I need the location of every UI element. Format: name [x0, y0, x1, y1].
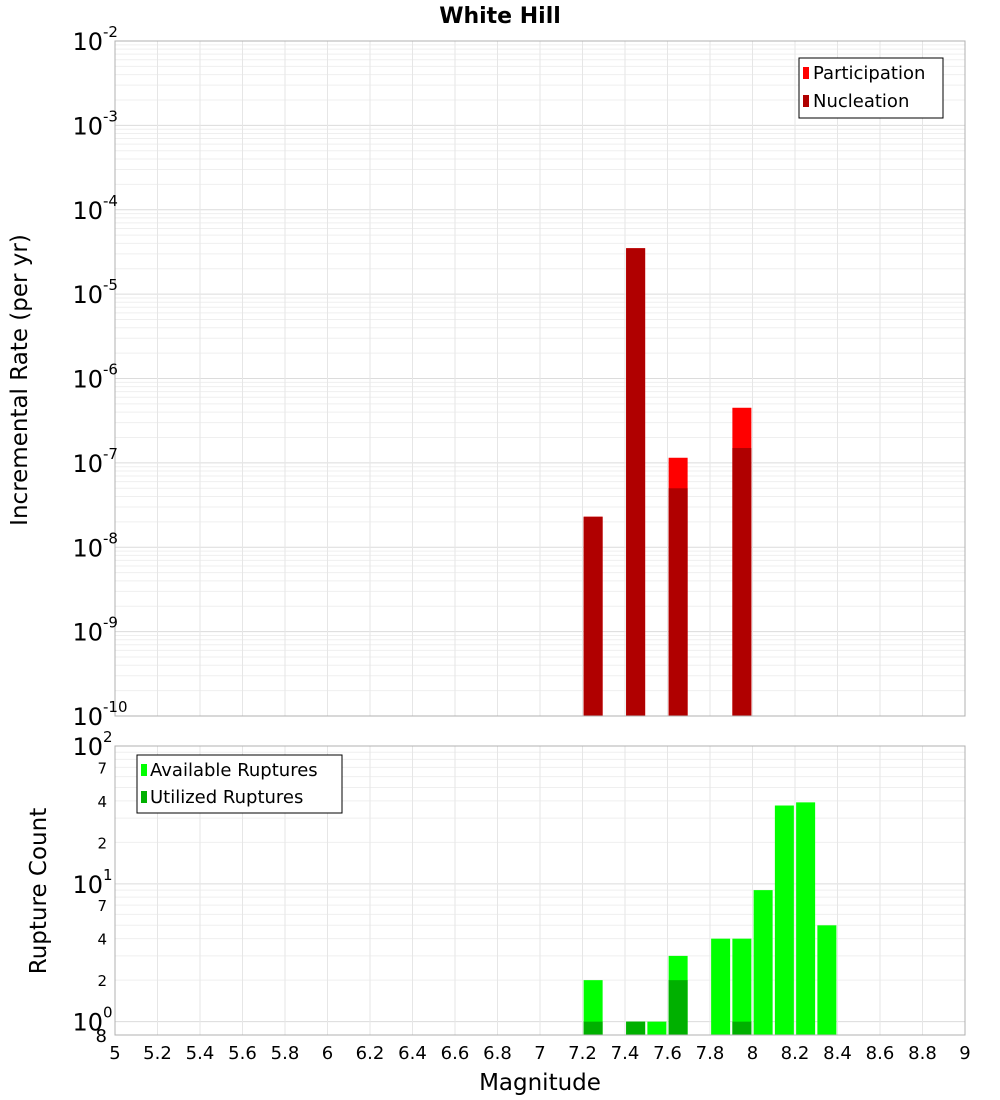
x-ticks: 5 5.2 5.4 5.6 5.8 6 6.2 6.4 6.6 6.8 7 7.2 7.4 7.6 7.8 8… — [109, 1043, 970, 1064]
y-tick-exponent: 1 — [103, 866, 113, 884]
legend-label-participation: Participation — [813, 63, 925, 84]
nucleation-bar — [668, 488, 688, 716]
y-tick-label: 10 — [72, 28, 103, 56]
top-legend-box — [798, 57, 944, 119]
x-tick-label: 8 — [747, 1043, 758, 1064]
available-ruptures-bar — [647, 1021, 667, 1035]
y-tick-minor-label: 4 — [97, 793, 107, 811]
y-tick-exponent: -4 — [103, 192, 118, 210]
x-tick-label: 7.6 — [653, 1043, 682, 1064]
available-ruptures-bar — [583, 980, 603, 1035]
x-tick-label: 5.4 — [186, 1043, 215, 1064]
legend-label-utilized: Utilized Ruptures — [150, 787, 303, 808]
nucleation-bar — [583, 516, 603, 716]
bottom-y-axis-label: Rupture Count — [26, 808, 52, 974]
y-tick-label: 10 — [72, 366, 103, 394]
bottom-plot-border — [114, 745, 966, 1036]
bottom-legend: Available Ruptures Utilized Ruptures — [136, 754, 343, 814]
y-tick-exponent: -2 — [103, 23, 118, 41]
legend-swatch-available — [141, 764, 147, 776]
y-tick-label: 10 — [72, 281, 103, 309]
x-tick-label: 6.8 — [483, 1043, 512, 1064]
y-tick-exponent: -5 — [103, 276, 118, 294]
y-tick-exponent: -7 — [103, 445, 118, 463]
y-tick-label: 10 — [72, 733, 103, 761]
x-tick-label: 7.4 — [611, 1043, 640, 1064]
top-plot-border — [114, 40, 966, 717]
utilized-ruptures-bar — [626, 1021, 646, 1035]
x-tick-label: 8.4 — [823, 1043, 852, 1064]
y-tick-minor-label: 4 — [97, 931, 107, 949]
y-tick-minor-label: 2 — [97, 834, 107, 852]
x-tick-label: 5.8 — [271, 1043, 300, 1064]
available-ruptures-bar — [732, 938, 752, 1035]
x-tick-label: 5.2 — [143, 1043, 172, 1064]
bottom-bars — [583, 802, 837, 1035]
x-tick-label: 7 — [534, 1043, 545, 1064]
legend-label-nucleation: Nucleation — [813, 91, 909, 112]
y-tick-label: 10 — [72, 703, 103, 731]
y-tick-label: 10 — [72, 619, 103, 647]
x-tick-label: 6.4 — [398, 1043, 427, 1064]
x-tick-label: 8.2 — [781, 1043, 810, 1064]
y-tick-exponent: -10 — [103, 698, 128, 716]
utilized-ruptures-bar — [732, 1021, 752, 1035]
legend-swatch-nucleation — [803, 95, 809, 107]
y-tick-exponent: 0 — [103, 1004, 113, 1022]
y-tick-label: 10 — [72, 197, 103, 225]
y-tick-label: 10 — [72, 534, 103, 562]
x-tick-label: 5 — [109, 1043, 120, 1064]
available-ruptures-bar — [817, 925, 837, 1035]
x-tick-label: 6.6 — [441, 1043, 470, 1064]
y-tick-label: 10 — [72, 1009, 103, 1037]
y-tick-minor-label: 7 — [97, 759, 107, 777]
bottom-legend-box — [136, 754, 343, 814]
x-tick-label: 9 — [959, 1043, 970, 1064]
x-axis-label: Magnitude — [479, 1070, 601, 1096]
available-ruptures-bar — [796, 802, 816, 1035]
x-tick-label: 6 — [322, 1043, 333, 1064]
available-ruptures-bar — [774, 805, 794, 1035]
x-tick-label: 6.2 — [356, 1043, 385, 1064]
y-tick-minor-label: 2 — [97, 972, 107, 990]
nucleation-bar — [732, 448, 752, 716]
y-tick-label: 10 — [72, 112, 103, 140]
chart-title: White Hill — [439, 4, 561, 29]
y-tick-exponent: 2 — [103, 728, 113, 746]
y-tick-exponent: -9 — [103, 614, 118, 632]
x-tick-label: 7.2 — [568, 1043, 597, 1064]
legend-label-available: Available Ruptures — [150, 760, 318, 781]
y-tick-minor-label: 8 — [96, 1026, 107, 1047]
y-tick-label: 10 — [72, 450, 103, 478]
x-tick-label: 8.8 — [908, 1043, 937, 1064]
utilized-ruptures-bar — [668, 980, 688, 1035]
legend-swatch-utilized — [141, 791, 147, 803]
y-tick-exponent: -6 — [103, 361, 118, 379]
utilized-ruptures-bar — [583, 1021, 603, 1035]
top-legend: Participation Nucleation — [798, 57, 944, 119]
y-tick-exponent: -3 — [103, 107, 118, 125]
x-tick-label: 5.6 — [228, 1043, 257, 1064]
y-tick-minor-label: 7 — [97, 897, 107, 915]
x-tick-label: 8.6 — [866, 1043, 895, 1064]
available-ruptures-bar — [753, 890, 773, 1035]
available-ruptures-bar — [711, 938, 731, 1035]
top-bars — [583, 248, 752, 717]
y-tick-exponent: -8 — [103, 529, 118, 547]
legend-swatch-participation — [803, 67, 809, 79]
top-grid — [114, 40, 966, 717]
x-tick-label: 7.8 — [696, 1043, 725, 1064]
y-tick-label: 10 — [72, 871, 103, 899]
nucleation-bar — [626, 248, 646, 717]
top-y-axis-label: Incremental Rate (per yr) — [7, 234, 33, 526]
